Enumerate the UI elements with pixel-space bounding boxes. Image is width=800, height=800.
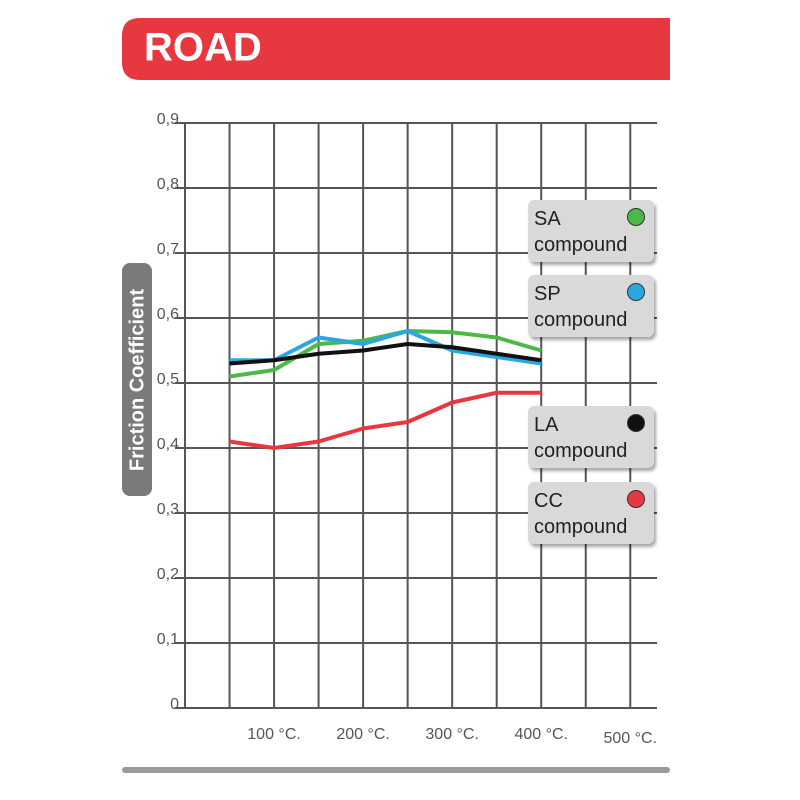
y-tick-label: 0,9	[157, 111, 179, 128]
bottom-rule	[122, 767, 670, 773]
legend-label: CC compound	[534, 490, 628, 538]
legend-item: SA compound	[528, 200, 654, 262]
legend-label: SA compound	[534, 208, 628, 256]
y-tick-label: 0,7	[157, 241, 179, 258]
legend-label: SP compound	[534, 283, 628, 331]
y-tick-label: 0,1	[157, 631, 179, 648]
legend-label: LA compound	[534, 414, 628, 462]
y-tick-label: 0,3	[157, 501, 179, 518]
x-tick-label: 300 °C.	[425, 726, 479, 743]
legend-swatch	[627, 490, 645, 508]
legend-item: LA compound	[528, 406, 654, 468]
title-banner	[122, 18, 670, 80]
y-label-box	[122, 263, 152, 496]
x-tick-label: 200 °C.	[336, 726, 390, 743]
series-line	[229, 390, 542, 450]
x-tick-label: 100 °C.	[247, 726, 301, 743]
y-tick-label: 0,2	[157, 566, 179, 583]
x-tick-label: 500 °C.	[604, 730, 658, 747]
x-tick-label: 400 °C.	[514, 726, 568, 743]
series-line	[229, 342, 542, 366]
series-line	[229, 329, 542, 366]
y-axis-label: Friction Coefficient	[126, 289, 148, 472]
legend-swatch	[627, 283, 645, 301]
legend-swatch	[627, 414, 645, 432]
chart-title: ROAD	[144, 26, 262, 70]
y-tick-label: 0,6	[157, 306, 179, 323]
legend-item: SP compound	[528, 275, 654, 337]
y-tick-label: 0	[170, 696, 179, 713]
legend-swatch	[627, 208, 645, 226]
legend-item: CC compound	[528, 482, 654, 544]
y-tick-label: 0,5	[157, 371, 179, 388]
y-tick-label: 0,8	[157, 176, 179, 193]
y-tick-label: 0,4	[157, 436, 179, 453]
